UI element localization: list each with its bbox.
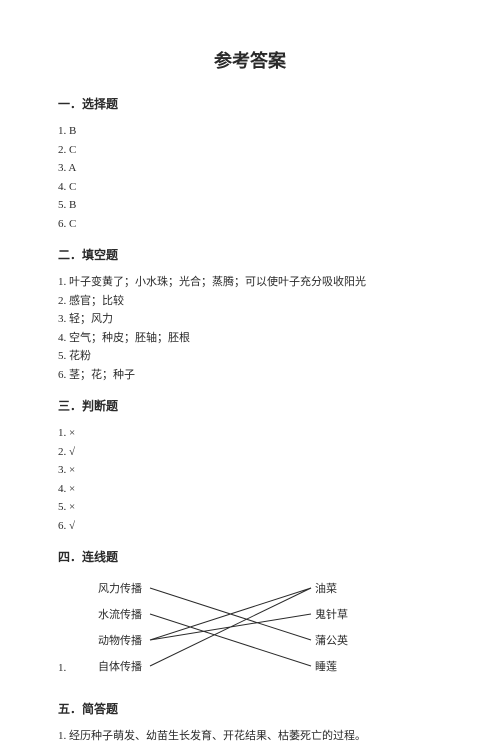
- fill-answers: 1. 叶子变黄了；小水珠；光合；蒸腾；可以使叶子充分吸收阳光 2. 感官；比较 …: [58, 274, 442, 383]
- judge-answers: 1. × 2. √ 3. × 4. × 5. × 6. √: [58, 425, 442, 534]
- connect-right-label: 鬼针草: [315, 607, 348, 624]
- section-fill-heading: 二．填空题: [58, 246, 442, 264]
- page-title: 参考答案: [58, 48, 442, 75]
- connect-diagram: 1. 风力传播水流传播动物传播自体传播油菜鬼针草蒲公英睡莲: [68, 576, 398, 686]
- fill-item: 6. 茎；花；种子: [58, 367, 442, 384]
- fill-item: 4. 空气；种皮；胚轴；胚根: [58, 330, 442, 347]
- choice-item: 6. C: [58, 216, 442, 233]
- connect-right-label: 睡莲: [315, 659, 337, 676]
- fill-item: 5. 花粉: [58, 348, 442, 365]
- section-short-heading: 五．简答题: [58, 700, 442, 718]
- connect-right-label: 蒲公英: [315, 633, 348, 650]
- choice-answers: 1. B 2. C 3. A 4. C 5. B 6. C: [58, 123, 442, 232]
- connect-number: 1.: [58, 660, 66, 677]
- judge-item: 1. ×: [58, 425, 442, 442]
- section-connect-heading: 四．连线题: [58, 548, 442, 566]
- fill-item: 2. 感官；比较: [58, 293, 442, 310]
- fill-item: 3. 轻；风力: [58, 311, 442, 328]
- connect-left-label: 动物传播: [98, 633, 142, 650]
- connect-right-label: 油菜: [315, 581, 337, 598]
- choice-item: 4. C: [58, 179, 442, 196]
- judge-item: 3. ×: [58, 462, 442, 479]
- fill-item: 1. 叶子变黄了；小水珠；光合；蒸腾；可以使叶子充分吸收阳光: [58, 274, 442, 291]
- connect-left-label: 风力传播: [98, 581, 142, 598]
- choice-item: 5. B: [58, 197, 442, 214]
- short-item: 1. 经历种子萌发、幼苗生长发育、开花结果、枯萎死亡的过程。: [58, 728, 442, 745]
- judge-item: 2. √: [58, 444, 442, 461]
- judge-item: 6. √: [58, 518, 442, 535]
- section-judge-heading: 三．判断题: [58, 397, 442, 415]
- choice-item: 3. A: [58, 160, 442, 177]
- judge-item: 5. ×: [58, 499, 442, 516]
- judge-item: 4. ×: [58, 481, 442, 498]
- short-answers: 1. 经历种子萌发、幼苗生长发育、开花结果、枯萎死亡的过程。: [58, 728, 442, 745]
- choice-item: 2. C: [58, 142, 442, 159]
- connect-left-label: 水流传播: [98, 607, 142, 624]
- choice-item: 1. B: [58, 123, 442, 140]
- section-choice-heading: 一．选择题: [58, 95, 442, 113]
- connect-left-label: 自体传播: [98, 659, 142, 676]
